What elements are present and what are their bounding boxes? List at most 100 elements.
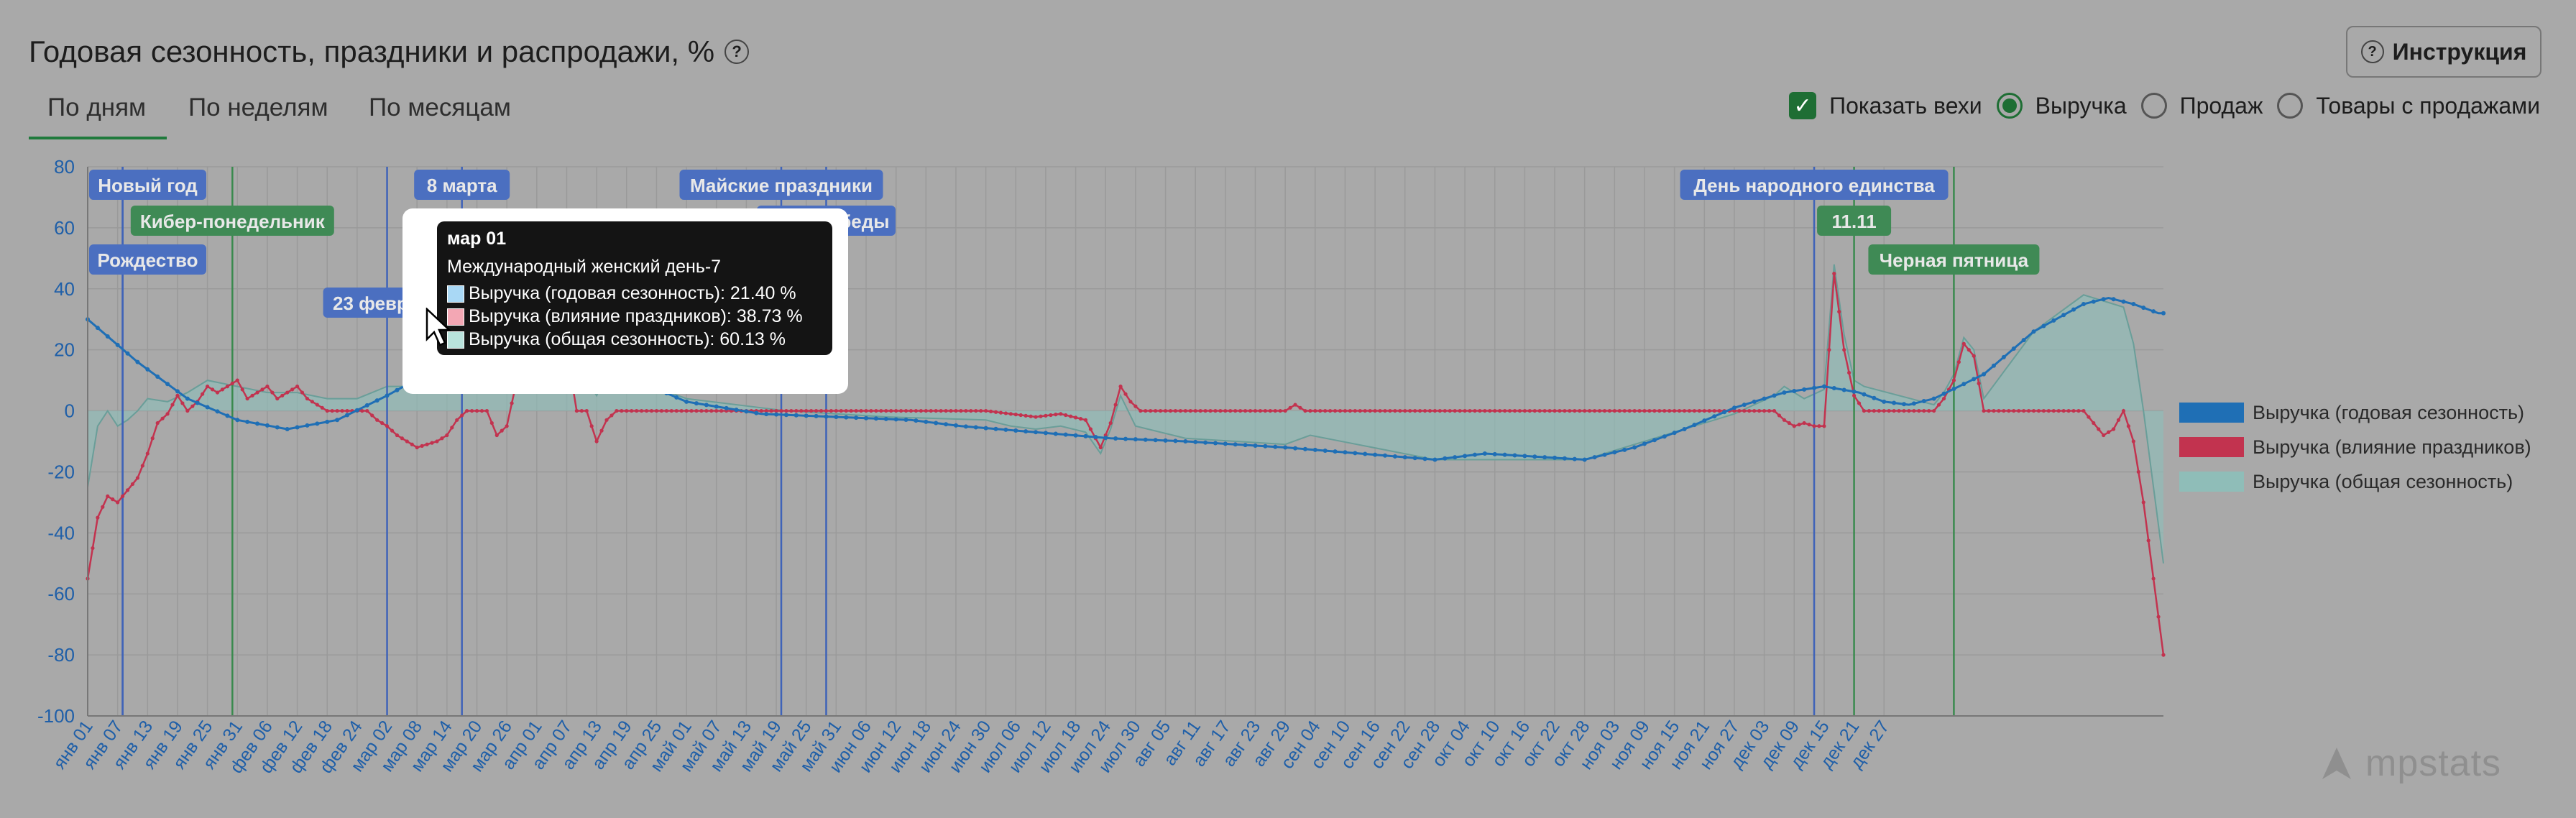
chart-tooltip: мар 01 Международный женский день-7 Выру… xyxy=(437,221,832,355)
yearly-seasonality-point xyxy=(1502,452,1507,457)
yearly-seasonality-point xyxy=(883,416,888,421)
tab-by-months[interactable]: По месяцам xyxy=(369,93,511,122)
y-tick-label: 80 xyxy=(54,156,75,178)
yearly-seasonality-point xyxy=(1402,455,1407,460)
yearly-seasonality-point xyxy=(983,426,988,431)
yearly-seasonality-point xyxy=(993,426,998,431)
yearly-seasonality-point xyxy=(1512,453,1517,458)
legend-swatch xyxy=(2179,472,2244,492)
active-tab-indicator xyxy=(29,137,167,139)
instructions-button[interactable]: ? Инструкция xyxy=(2346,26,2542,78)
yearly-seasonality-point xyxy=(893,417,898,422)
page-title: Годовая сезонность, праздники и распрода… xyxy=(29,35,750,69)
yearly-seasonality-point xyxy=(914,418,919,423)
yearly-seasonality-point xyxy=(1941,391,1946,396)
tab-label: По неделям xyxy=(188,93,328,121)
yearly-seasonality-point xyxy=(1762,396,1767,401)
yearly-seasonality-point xyxy=(1443,456,1448,461)
yearly-seasonality-point xyxy=(1253,443,1258,448)
yearly-seasonality-point xyxy=(2081,302,2086,306)
yearly-seasonality-point xyxy=(305,423,310,428)
tooltip-date: мар 01 xyxy=(447,229,507,249)
yearly-seasonality-point xyxy=(1312,447,1317,452)
yearly-seasonality-point xyxy=(824,414,829,419)
yearly-seasonality-point xyxy=(1083,433,1088,438)
yearly-seasonality-point xyxy=(1692,423,1697,428)
yearly-seasonality-point xyxy=(2031,329,2036,334)
yearly-seasonality-point xyxy=(934,421,939,426)
mpstats-logo: mpstats xyxy=(2318,742,2501,785)
yearly-seasonality-point xyxy=(1482,451,1487,456)
yearly-seasonality-point xyxy=(275,425,280,430)
yearly-seasonality-point xyxy=(385,393,390,398)
legend-swatch xyxy=(2179,437,2244,457)
yearly-seasonality-point xyxy=(1024,429,1029,434)
yearly-seasonality-point xyxy=(2161,311,2166,316)
legend-item-holidays[interactable]: Выручка (влияние праздников) xyxy=(2179,430,2531,464)
chart-controls: ✓ Показать вехи Выручка Продаж Товары с … xyxy=(1789,92,2540,119)
yearly-seasonality-point xyxy=(864,415,868,421)
yearly-seasonality-point xyxy=(2121,299,2126,304)
question-icon: ? xyxy=(2360,40,2384,63)
yearly-seasonality-point xyxy=(1812,385,1817,390)
yearly-seasonality-point xyxy=(1073,433,1078,438)
radio-revenue[interactable] xyxy=(1996,93,2023,119)
yearly-seasonality-point xyxy=(1911,401,1916,406)
yearly-seasonality-point xyxy=(1013,428,1018,433)
logo-text: mpstats xyxy=(2365,743,2502,784)
yearly-seasonality-point xyxy=(225,413,230,418)
yearly-seasonality-point xyxy=(1233,442,1238,447)
yearly-seasonality-point xyxy=(1852,389,1857,394)
yearly-seasonality-point xyxy=(1682,427,1687,432)
tooltip-row-text: Выручка (общая сезонность): 60.13 % xyxy=(469,329,786,349)
radio-sales-label: Продаж xyxy=(2179,92,2263,119)
yearly-seasonality-point xyxy=(185,396,190,401)
yearly-seasonality-point xyxy=(963,424,968,429)
legend-label: Выручка (влияние праздников) xyxy=(2253,436,2531,458)
yearly-seasonality-point xyxy=(1782,390,1787,395)
yearly-seasonality-point xyxy=(2131,302,2136,306)
radio-sales[interactable] xyxy=(2140,93,2167,119)
yearly-seasonality-point xyxy=(834,415,839,420)
yearly-seasonality-point xyxy=(1841,387,1846,392)
yearly-seasonality-point xyxy=(1453,455,1458,460)
legend-item-overall[interactable]: Выручка (общая сезонность) xyxy=(2179,464,2531,499)
yearly-seasonality-point xyxy=(1412,456,1417,461)
yearly-seasonality-point xyxy=(235,418,240,423)
show-milestones-checkbox[interactable]: ✓ xyxy=(1789,92,1817,119)
yearly-seasonality-point xyxy=(115,342,120,347)
yearly-seasonality-point xyxy=(1293,446,1298,451)
yearly-seasonality-point xyxy=(953,423,958,428)
yearly-seasonality-point xyxy=(1802,387,1807,392)
help-icon[interactable]: ? xyxy=(724,40,750,64)
yearly-seasonality-point xyxy=(734,408,739,413)
yearly-seasonality-point xyxy=(704,403,709,408)
tab-by-weeks[interactable]: По неделям xyxy=(188,93,328,122)
yearly-seasonality-point xyxy=(1093,435,1098,440)
yearly-seasonality-point xyxy=(1343,450,1348,455)
yearly-seasonality-point xyxy=(155,374,160,380)
yearly-seasonality-point xyxy=(1592,455,1597,460)
yearly-seasonality-point xyxy=(1123,436,1128,441)
yearly-seasonality-point xyxy=(1392,454,1397,459)
yearly-seasonality-point xyxy=(1892,400,1897,405)
tooltip-row: Выручка (годовая сезонность): 21.40 % xyxy=(447,283,822,304)
yearly-seasonality-point xyxy=(354,408,359,413)
tab-by-days[interactable]: По дням xyxy=(47,93,146,122)
radio-items-with-sales[interactable] xyxy=(2277,93,2304,119)
yearly-seasonality-point xyxy=(1263,444,1268,449)
milestone-label: Кибер-понедельник xyxy=(140,211,326,232)
yearly-seasonality-point xyxy=(1602,452,1607,457)
yearly-seasonality-point xyxy=(724,405,729,410)
yearly-seasonality-point xyxy=(1153,438,1158,443)
yearly-seasonality-point xyxy=(1213,441,1218,446)
yearly-seasonality-point xyxy=(1223,441,1228,446)
yearly-seasonality-point xyxy=(345,413,349,418)
yearly-seasonality-point xyxy=(1353,451,1358,456)
legend-item-yearly[interactable]: Выручка (годовая сезонность) xyxy=(2179,395,2531,430)
yearly-seasonality-point xyxy=(1792,388,1797,393)
yearly-seasonality-point xyxy=(1363,451,1368,456)
y-tick-label: -20 xyxy=(47,461,75,482)
show-milestones-label: Показать вехи xyxy=(1829,92,1982,119)
